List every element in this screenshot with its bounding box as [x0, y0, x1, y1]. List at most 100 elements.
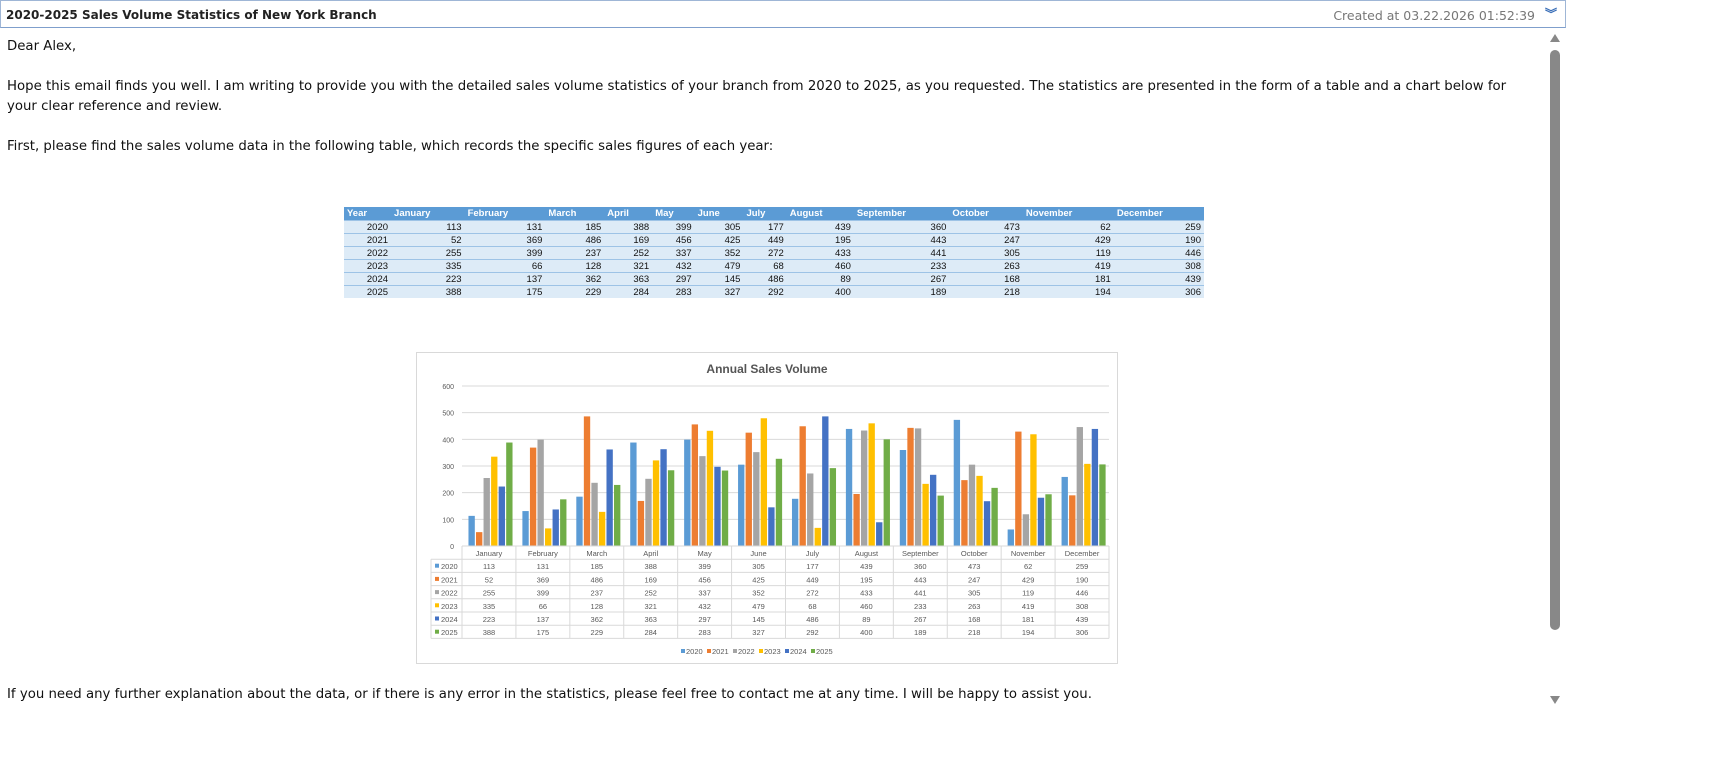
- table-cell: 352: [694, 246, 744, 260]
- data-value: 399: [698, 562, 711, 571]
- table-cell: 131: [464, 220, 546, 234]
- table-cell: 52: [391, 233, 465, 247]
- data-value: 292: [806, 628, 819, 637]
- table-cell: 486: [545, 233, 605, 247]
- table-cell: 306: [1113, 285, 1204, 298]
- series-label: 2021: [441, 575, 458, 584]
- table-cell: 308: [1113, 259, 1204, 273]
- series-label: 2025: [441, 628, 458, 637]
- bar-2020-April: [630, 442, 637, 546]
- table-cell: 2024: [344, 272, 392, 286]
- column-header: April: [604, 207, 653, 221]
- bar-2024-March: [606, 449, 613, 546]
- bar-2020-December: [1061, 476, 1068, 546]
- bar-2024-November: [1037, 497, 1045, 546]
- x-tick-label: November: [1011, 549, 1046, 558]
- table-cell: 305: [694, 220, 744, 234]
- data-value: 259: [1076, 562, 1089, 571]
- bar-2021-November: [1015, 431, 1022, 546]
- table-cell: 388: [604, 220, 653, 234]
- x-tick-label: December: [1065, 549, 1100, 558]
- bar-2022-November: [1022, 514, 1030, 546]
- data-value: 363: [644, 615, 657, 624]
- legend-key: [435, 590, 439, 595]
- data-value: 145: [752, 615, 765, 624]
- table-cell: 233: [853, 259, 950, 273]
- vertical-scrollbar[interactable]: [1546, 30, 1564, 708]
- data-value: 252: [644, 589, 657, 598]
- bar-2023-June: [760, 418, 768, 546]
- bar-2024-April: [660, 449, 667, 546]
- data-value: 352: [752, 589, 765, 598]
- table-cell: 259: [1113, 220, 1204, 234]
- bar-2023-April: [652, 460, 660, 546]
- series-label: 2022: [441, 589, 458, 598]
- bar-2024-February: [552, 509, 559, 546]
- table-cell: 189: [853, 285, 950, 298]
- data-value: 369: [537, 575, 550, 584]
- table-cell: 175: [464, 285, 546, 298]
- table-cell: 284: [604, 285, 653, 298]
- bar-2022-December: [1076, 427, 1083, 546]
- legend-key: [435, 603, 439, 608]
- table-cell: 113: [391, 220, 465, 234]
- legend-entry: 2024: [790, 647, 807, 656]
- table-row: 2022 255 399 237 252 337 352 272 433 441 305 119 446: [344, 246, 1204, 260]
- table-cell: 168: [949, 272, 1023, 286]
- table-cell: 137: [464, 272, 546, 286]
- data-value: 66: [539, 602, 547, 611]
- table-cell: 439: [1113, 272, 1204, 286]
- data-value: 335: [483, 602, 496, 611]
- data-value: 360: [914, 562, 927, 571]
- column-header: March: [545, 207, 605, 221]
- column-header: December: [1113, 207, 1204, 221]
- column-header: January: [391, 207, 465, 221]
- double-chevron-down-icon[interactable]: ︾: [1544, 7, 1557, 21]
- table-cell: 432: [652, 259, 695, 273]
- data-value: 113: [483, 562, 495, 571]
- data-value: 439: [860, 562, 873, 571]
- x-tick-label: February: [528, 549, 558, 558]
- data-value: 168: [968, 615, 981, 624]
- data-value: 399: [537, 589, 550, 598]
- x-tick-label: October: [961, 549, 988, 558]
- table-cell: 272: [743, 246, 787, 260]
- legend-key: [811, 649, 815, 653]
- bar-2022-July: [807, 473, 814, 546]
- table-cell: 66: [464, 259, 546, 273]
- table-cell: 429: [1022, 233, 1114, 247]
- data-value: 388: [644, 562, 657, 571]
- data-value: 89: [862, 615, 870, 624]
- table-row: 2020 113 131 185 388 399 305 177 439 360 473 62 259: [344, 220, 1204, 234]
- scrollbar-thumb[interactable]: [1550, 50, 1560, 630]
- data-value: 175: [537, 628, 550, 637]
- legend-key: [681, 649, 685, 653]
- x-tick-label: April: [643, 549, 658, 558]
- legend-entry: 2023: [764, 647, 781, 656]
- y-tick-label: 200: [442, 491, 454, 498]
- bar-2023-October: [976, 475, 983, 546]
- bar-2024-May: [714, 466, 721, 546]
- table-cell: 267: [853, 272, 950, 286]
- table-cell: 449: [743, 233, 787, 247]
- bar-2022-January: [483, 478, 490, 546]
- series-label: 2020: [441, 562, 458, 571]
- table-cell: 223: [391, 272, 465, 286]
- x-tick-label: July: [806, 549, 820, 558]
- data-value: 432: [698, 602, 711, 611]
- bar-2024-August: [876, 522, 883, 546]
- data-value: 388: [483, 628, 496, 637]
- bar-2023-February: [545, 528, 552, 546]
- scroll-down-icon[interactable]: [1550, 696, 1560, 704]
- bar-2021-December: [1069, 495, 1076, 546]
- table-cell: 2021: [344, 233, 392, 247]
- table-cell: 473: [949, 220, 1023, 234]
- legend-entry: 2022: [738, 647, 755, 656]
- bar-2023-January: [491, 456, 498, 546]
- column-header: Year: [344, 207, 392, 221]
- scroll-up-icon[interactable]: [1550, 34, 1560, 42]
- data-value: 128: [591, 602, 604, 611]
- bar-2021-January: [476, 532, 483, 546]
- table-cell: 181: [1022, 272, 1114, 286]
- table-cell: 388: [391, 285, 465, 298]
